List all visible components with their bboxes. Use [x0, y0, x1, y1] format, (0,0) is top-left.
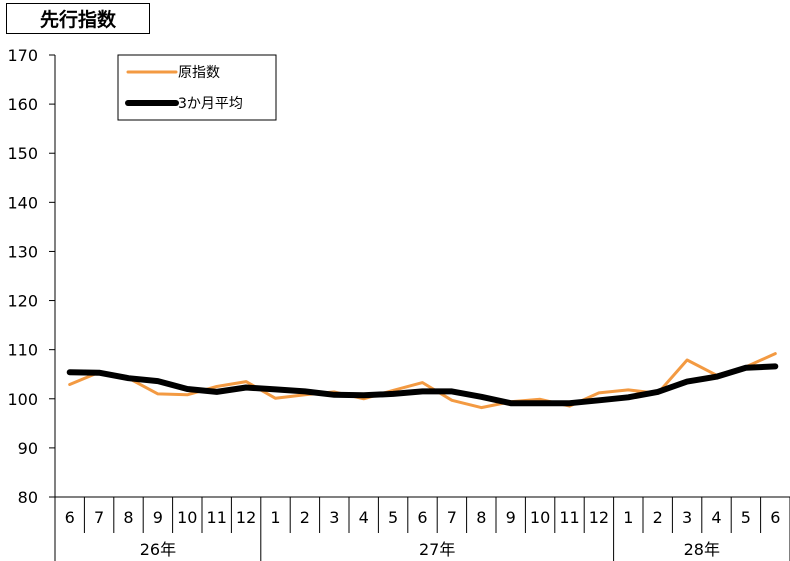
x-tick-label: 11 [207, 508, 227, 527]
y-tick-label: 110 [7, 341, 38, 360]
series-line-2 [66, 363, 779, 407]
year-group-label: 28年 [684, 540, 720, 559]
x-tick-label: 4 [711, 508, 721, 527]
y-tick-label: 90 [18, 439, 38, 458]
legend-label: 原指数 [178, 65, 220, 81]
year-group-label: 26年 [140, 540, 176, 559]
x-tick-label: 6 [417, 508, 427, 527]
x-tick-label: 7 [94, 508, 104, 527]
x-tick-label: 11 [559, 508, 579, 527]
chart-title: 先行指数 [6, 3, 150, 34]
year-group-label: 27年 [419, 540, 455, 559]
x-tick-label: 8 [476, 508, 486, 527]
x-tick-label: 3 [329, 508, 339, 527]
x-tick-label: 9 [506, 508, 516, 527]
y-tick-label: 120 [7, 292, 38, 311]
x-tick-label: 5 [741, 508, 751, 527]
x-tick-label: 1 [623, 508, 633, 527]
x-tick-label: 1 [270, 508, 280, 527]
x-tick-label: 9 [153, 508, 163, 527]
x-tick-label: 2 [300, 508, 310, 527]
y-tick-label: 150 [7, 144, 38, 163]
x-tick-label: 6 [770, 508, 780, 527]
x-tick-label: 8 [123, 508, 133, 527]
y-tick-label: 80 [18, 488, 38, 507]
x-tick-label: 2 [653, 508, 663, 527]
y-tick-label: 170 [7, 46, 38, 65]
series-lines [66, 352, 779, 410]
x-tick-label: 10 [177, 508, 197, 527]
x-tick-label: 6 [65, 508, 75, 527]
y-tick-label: 100 [7, 390, 38, 409]
y-tick-label: 140 [7, 193, 38, 212]
x-tick-label: 4 [359, 508, 369, 527]
x-tick-label: 12 [589, 508, 609, 527]
y-tick-label: 160 [7, 95, 38, 114]
x-tick-label: 7 [447, 508, 457, 527]
x-tick-label: 3 [682, 508, 692, 527]
x-tick-label: 12 [236, 508, 256, 527]
x-tick-label: 10 [530, 508, 550, 527]
legend-box [117, 54, 277, 121]
y-tick-label: 130 [7, 242, 38, 261]
x-tick-label: 5 [388, 508, 398, 527]
legend: 原指数 3か月平均 [117, 54, 277, 121]
series-line-1 [68, 352, 777, 410]
legend-label: 3か月平均 [178, 96, 243, 112]
